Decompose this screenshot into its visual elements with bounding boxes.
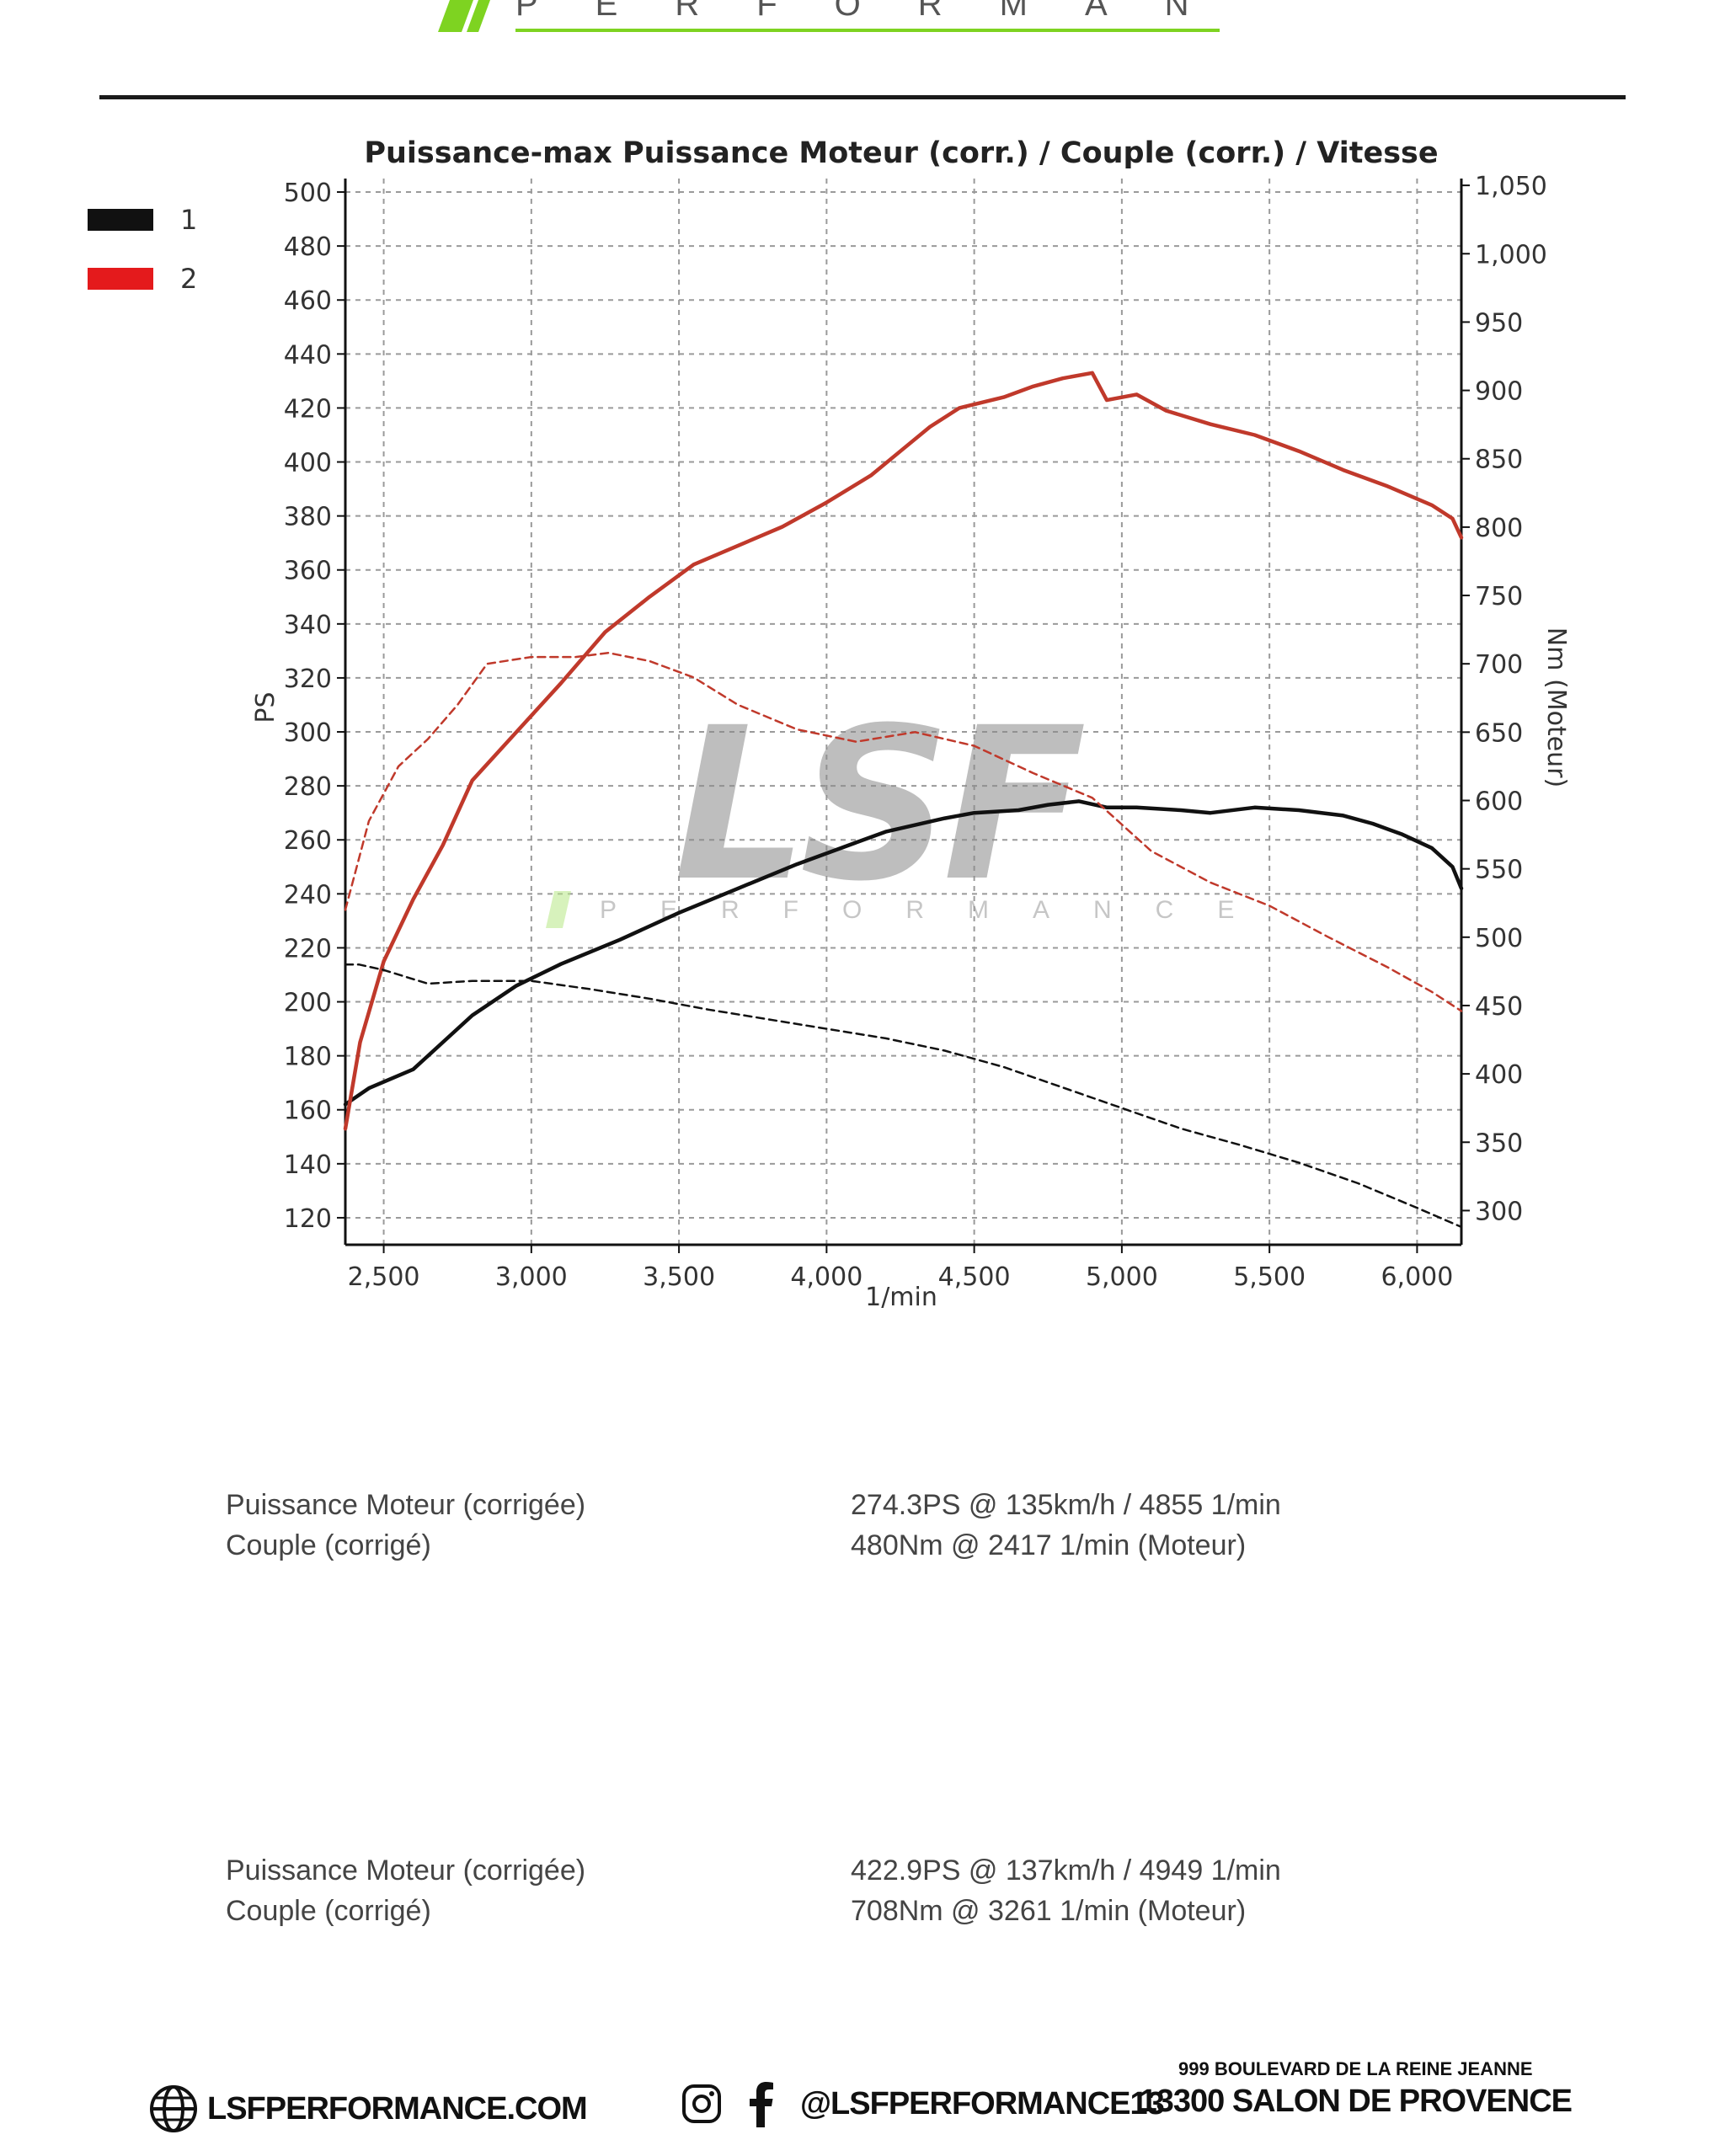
logo-stripe-2 — [467, 0, 490, 32]
social-handle[interactable]: @LSFPERFORMANCE13 — [800, 2085, 1165, 2121]
x-tick-label: 4,000 — [790, 1262, 862, 1292]
facebook-icon[interactable] — [745, 2080, 778, 2127]
y-right-tick-label: 600 — [1475, 787, 1523, 817]
y-left-tick-label: 420 — [284, 394, 332, 424]
y-left-tick-label: 300 — [284, 718, 332, 748]
address-line-2: 13300 SALON DE PROVENCE — [1139, 2084, 1573, 2119]
chart-series — [343, 371, 1464, 1229]
logo-stripe-1 — [438, 0, 473, 32]
y-right-tick-label: 500 — [1475, 924, 1523, 953]
chart-legend: 12 — [88, 204, 197, 295]
series-line-power-1 — [343, 799, 1464, 1107]
y-right-tick-label: 850 — [1475, 446, 1523, 475]
y-left-tick-label: 180 — [284, 1043, 332, 1072]
instagram-icon[interactable] — [681, 2083, 723, 2125]
footer-social: @LSFPERFORMANCE13 — [681, 2080, 1165, 2127]
y-left-tick-label: 380 — [284, 503, 332, 532]
y-right-tick-label: 400 — [1475, 1060, 1523, 1090]
y-left-tick-label: 260 — [284, 826, 332, 856]
y-right-tick-label: 750 — [1475, 582, 1523, 611]
y-left-tick-label: 280 — [284, 772, 332, 802]
y-left-tick-label: 340 — [284, 611, 332, 640]
y-left-tick-label: 440 — [284, 340, 332, 370]
y-right-tick-label: 450 — [1475, 992, 1523, 1022]
y-left-tick-label: 220 — [284, 934, 332, 963]
y-left-tick-label: 240 — [284, 880, 332, 910]
brand-logo-top: PERFORMANCE — [438, 0, 1230, 32]
result-torque-value: 708Nm @ 3261 1/min (Moteur) — [851, 1895, 1247, 1927]
y-right-axis-label: Nm (Moteur) — [1541, 627, 1571, 787]
y-right-tick-label: 900 — [1475, 377, 1523, 407]
y-right-tick-label: 350 — [1475, 1129, 1523, 1158]
website-link[interactable]: LSFPERFORMANCE.COM — [207, 2090, 588, 2127]
y-right-tick-label: 700 — [1475, 650, 1523, 680]
y-left-tick-label: 140 — [284, 1150, 332, 1180]
footer-website[interactable]: LSFPERFORMANCE.COM — [148, 2084, 588, 2134]
result-power-label: Puissance Moteur (corrigée) — [226, 1489, 586, 1521]
result-power-label: Puissance Moteur (corrigée) — [226, 1854, 586, 1886]
y-right-tick-label: 950 — [1475, 308, 1523, 338]
address-line-1: 999 BOULEVARD DE LA REINE JEANNE — [1178, 2058, 1533, 2079]
y-right-tick-label: 1,000 — [1475, 240, 1547, 270]
x-tick-label: 3,000 — [495, 1262, 568, 1292]
series-line-torque-2 — [344, 651, 1463, 1012]
x-tick-label: 3,500 — [643, 1262, 715, 1292]
series-line-power-2 — [343, 371, 1464, 1131]
y-right-tick-label: 1,050 — [1475, 172, 1547, 201]
footer-address: 999 BOULEVARD DE LA REINE JEANNE 13300 S… — [1139, 2058, 1573, 2120]
logo-underline — [515, 29, 1220, 32]
y-left-tick-label: 480 — [284, 232, 332, 262]
x-tick-label: 2,500 — [348, 1262, 420, 1292]
watermark-stripe — [546, 891, 571, 928]
y-right-tick-label: 650 — [1475, 718, 1523, 748]
result-torque-label: Couple (corrigé) — [226, 1529, 431, 1561]
header-divider — [99, 95, 1626, 99]
legend-swatch-1 — [88, 209, 153, 231]
chart-axes: 2,500 3,000 3,500 4,000 4,500 5,000 5,500 6,000… — [284, 172, 1547, 1292]
y-left-tick-label: 120 — [284, 1204, 332, 1234]
y-right-tick-label: 800 — [1475, 514, 1523, 543]
result-torque-label: Couple (corrigé) — [226, 1895, 431, 1927]
x-axis-label: 1/min — [865, 1283, 937, 1312]
logo-tagline: PERFORMANCE — [515, 0, 1230, 23]
lsf-watermark: LSF PERFORMANCE — [546, 682, 1278, 928]
legend-swatch-2 — [88, 268, 153, 290]
chart-title: Puissance-max Puissance Moteur (corr.) /… — [364, 136, 1438, 170]
legend-label-2: 2 — [180, 263, 197, 295]
y-left-tick-label: 400 — [284, 449, 332, 478]
y-right-tick-label: 550 — [1475, 856, 1523, 885]
y-left-axis-label: PS — [251, 691, 280, 723]
watermark-tagline: PERFORMANCE — [600, 896, 1278, 924]
y-left-tick-label: 320 — [284, 664, 332, 694]
y-left-tick-label: 360 — [284, 557, 332, 586]
y-left-tick-label: 160 — [284, 1097, 332, 1126]
x-tick-label: 4,500 — [938, 1262, 1011, 1292]
dyno-chart: Puissance-max Puissance Moteur (corr.) /… — [88, 136, 1571, 1312]
x-tick-label: 5,000 — [1086, 1262, 1158, 1292]
legend-label-1: 1 — [180, 204, 197, 236]
x-tick-label: 5,500 — [1233, 1262, 1306, 1292]
x-tick-label: 6,000 — [1381, 1262, 1453, 1292]
series-line-torque-1 — [344, 963, 1463, 1229]
result-power-value: 274.3PS @ 135km/h / 4855 1/min — [851, 1489, 1281, 1521]
y-left-tick-label: 500 — [284, 179, 332, 208]
y-left-tick-label: 460 — [284, 286, 332, 316]
y-left-tick-label: 200 — [284, 989, 332, 1018]
globe-icon — [150, 2085, 197, 2132]
y-right-tick-label: 300 — [1475, 1197, 1523, 1226]
result-torque-value: 480Nm @ 2417 1/min (Moteur) — [851, 1529, 1247, 1561]
result-power-value: 422.9PS @ 137km/h / 4949 1/min — [851, 1854, 1281, 1886]
chart-grid — [345, 179, 1461, 1245]
